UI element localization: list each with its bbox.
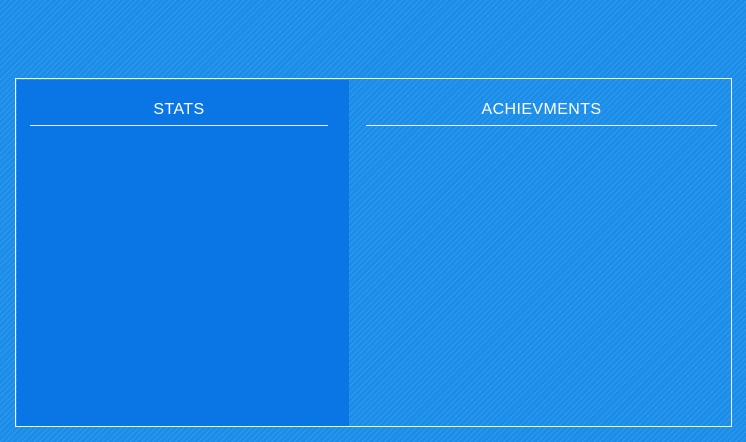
achievements-panel: ACHIEVMENTS [349,80,731,426]
stats-title: STATS [153,101,205,118]
stats-divider [30,125,328,126]
stats-achievements-frame: STATS ACHIEVMENTS [15,78,732,427]
stats-panel: STATS [17,80,349,426]
achievements-title: ACHIEVMENTS [481,101,602,118]
achievements-divider [366,125,717,126]
